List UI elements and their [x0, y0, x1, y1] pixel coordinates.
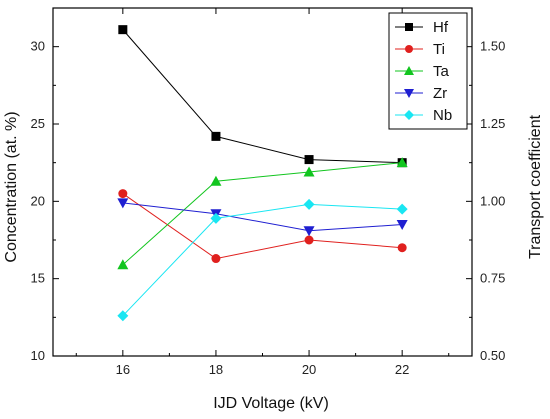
y-tick-label-2: 20	[31, 193, 45, 208]
legend-item-ta: Ta	[395, 63, 450, 80]
data-point-hf-20	[304, 155, 314, 165]
data-point-hf-16	[118, 25, 128, 35]
legend-item-ti: Ti	[395, 41, 445, 58]
series-line-ti	[122, 193, 403, 260]
series-line-zr	[122, 202, 403, 232]
legend-marker-ta	[404, 66, 414, 75]
data-point-ti-18	[211, 254, 221, 264]
legend-label-ti: Ti	[433, 41, 445, 58]
legend-item-hf: Hf	[395, 19, 449, 36]
series-line-nb	[122, 203, 403, 317]
x-axis-title: IJD Voltage (kV)	[213, 395, 329, 412]
legend-label-zr: Zr	[433, 85, 447, 102]
legend-label-ta: Ta	[433, 63, 450, 80]
data-point-ta-18	[210, 175, 222, 186]
x-tick-label-0: 16	[116, 362, 130, 377]
data-point-nb-22	[396, 203, 408, 215]
data-point-ta-20	[303, 166, 315, 177]
data-point-nb-16	[117, 310, 129, 322]
legend-item-nb: Nb	[395, 107, 452, 124]
data-point-ti-22	[397, 243, 407, 253]
legend-marker-ti	[405, 45, 413, 53]
x-tick-label-3: 22	[395, 362, 409, 377]
data-point-nb-18	[210, 212, 222, 224]
y2-tick-label-4: 1.50	[480, 39, 505, 54]
series-nb	[117, 198, 408, 322]
y2-tick-label-3: 1.25	[480, 116, 505, 131]
legend-marker-hf	[405, 23, 413, 31]
data-point-nb-20	[303, 198, 315, 210]
y-tick-label-4: 30	[31, 39, 45, 54]
y2-axis-title: Transport coefficient	[527, 114, 544, 259]
y-tick-label-0: 10	[31, 348, 45, 363]
data-point-zr-16	[117, 198, 129, 209]
series-zr	[117, 198, 408, 237]
y2-tick-label-2: 1.00	[480, 193, 505, 208]
legend-marker-zr	[404, 89, 414, 98]
series-layer	[117, 25, 408, 322]
y-tick-label-1: 15	[31, 271, 45, 286]
data-point-zr-22	[396, 220, 408, 231]
legend-label-nb: Nb	[433, 107, 452, 124]
y2-tick-label-1: 0.75	[480, 271, 505, 286]
legend-item-zr: Zr	[395, 85, 447, 102]
y2-tick-label-0: 0.50	[480, 348, 505, 363]
data-point-ti-16	[118, 189, 128, 199]
data-point-zr-20	[303, 226, 315, 237]
data-point-ti-20	[304, 235, 314, 245]
x-tick-label-1: 18	[209, 362, 223, 377]
y-tick-label-3: 25	[31, 116, 45, 131]
series-ta	[117, 157, 408, 270]
series-line-hf	[122, 29, 403, 164]
series-line-ta	[122, 162, 403, 266]
data-point-ta-16	[117, 259, 129, 270]
x-tick-label-2: 20	[302, 362, 316, 377]
data-point-ta-22	[396, 157, 408, 168]
plot-axes: 16 18 20 22 10 15 20 25 30 0.50 0.75 1.00 1.25 1.50	[31, 7, 505, 377]
series-ti	[118, 189, 407, 264]
series-hf	[118, 25, 407, 168]
legend-label-hf: Hf	[433, 19, 449, 36]
legend: Hf Ti Ta Zr Nb	[388, 12, 468, 130]
y-axis-title: Concentration (at. %)	[3, 111, 20, 262]
data-point-hf-18	[211, 131, 221, 141]
legend-marker-nb	[404, 110, 414, 120]
